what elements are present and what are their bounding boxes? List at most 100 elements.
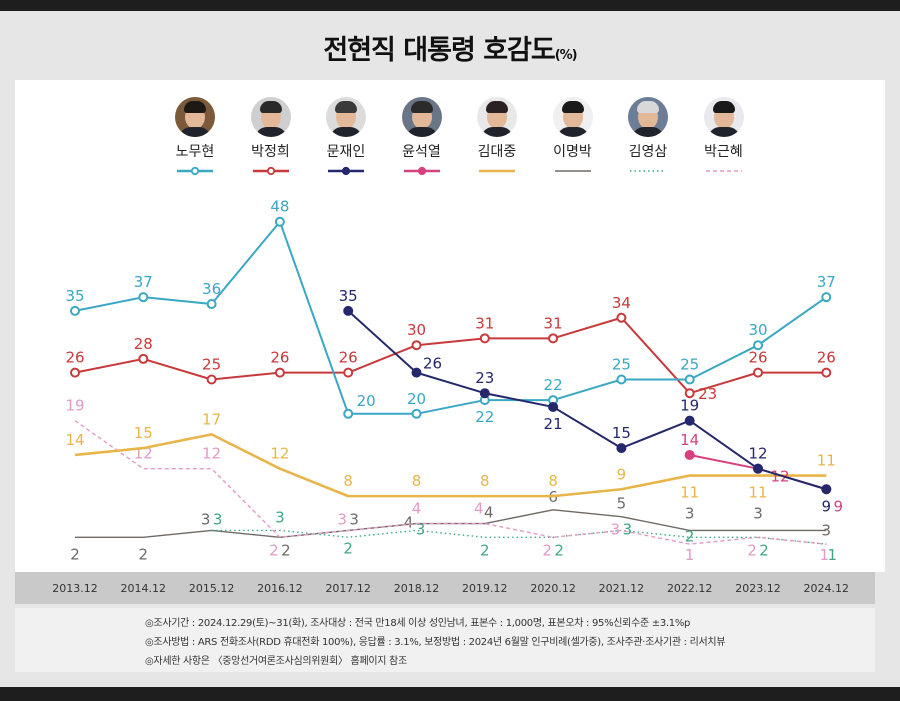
portrait-photo-icon bbox=[250, 97, 291, 137]
data-label: 2 bbox=[139, 545, 149, 563]
data-label: 36 bbox=[202, 280, 221, 298]
chart-panel bbox=[15, 80, 885, 572]
data-label: 3 bbox=[623, 520, 633, 538]
data-label: 37 bbox=[134, 273, 153, 291]
data-label: 11 bbox=[680, 484, 699, 502]
data-label: 2 bbox=[542, 541, 552, 559]
bottom-dark-bar bbox=[0, 687, 900, 701]
x-tick-label: 2015.12 bbox=[189, 582, 235, 595]
legend-item: 박근혜 bbox=[689, 97, 759, 180]
data-label: 26 bbox=[423, 355, 442, 373]
data-label: 26 bbox=[339, 349, 358, 367]
note-survey-period: ◎조사기간 : 2024.12.29(토)~31(화), 조사대상 : 전국 만… bbox=[145, 618, 691, 629]
data-label: 4 bbox=[412, 500, 422, 518]
x-tick-label: 2024.12 bbox=[804, 582, 850, 595]
portrait-photo-icon bbox=[477, 97, 517, 137]
chart-title-text: 전현직 대통령 호감도 bbox=[323, 35, 555, 66]
data-point bbox=[411, 367, 422, 378]
series-line bbox=[347, 310, 827, 491]
data-label: 23 bbox=[698, 385, 717, 403]
data-label: 8 bbox=[343, 472, 353, 490]
data-point bbox=[70, 305, 80, 316]
data-label: 1 bbox=[685, 546, 695, 564]
data-label: 2 bbox=[759, 541, 769, 559]
legend-name: 이명박 bbox=[553, 144, 592, 160]
legend-item: 노무현 bbox=[160, 97, 230, 180]
legend-item: 김영삼 bbox=[613, 97, 683, 180]
data-label: 8 bbox=[412, 472, 422, 490]
data-label: 2 bbox=[343, 539, 353, 557]
data-label: 4 bbox=[404, 514, 414, 532]
data-label: 2 bbox=[554, 541, 564, 559]
data-label: 8 bbox=[548, 472, 558, 490]
data-label: 3 bbox=[753, 504, 763, 522]
data-point bbox=[616, 312, 627, 323]
data-point bbox=[479, 333, 490, 344]
legend-line-swatch bbox=[554, 170, 591, 172]
portrait-photo-icon bbox=[552, 97, 593, 137]
legend-line-swatch bbox=[403, 166, 440, 176]
data-point bbox=[411, 340, 422, 351]
legend-line-swatch bbox=[479, 169, 515, 173]
legend: 노무현 박정희 문재인 윤석열 김대중 이명박 김영삼 박근혜 bbox=[160, 97, 744, 180]
legend-name: 문재인 bbox=[326, 144, 366, 160]
data-point bbox=[343, 367, 354, 378]
top-dark-bar bbox=[0, 0, 900, 11]
data-label: 11 bbox=[817, 452, 836, 470]
legend-name: 박근혜 bbox=[704, 144, 743, 160]
data-label: 5 bbox=[617, 495, 627, 513]
portrait-photo-icon bbox=[175, 97, 215, 137]
data-label: 15 bbox=[612, 424, 631, 442]
data-label: 4 bbox=[484, 504, 494, 522]
data-label: 3 bbox=[685, 504, 695, 522]
data-label: 3 bbox=[416, 520, 426, 538]
x-tick-label: 2017.12 bbox=[325, 582, 371, 595]
note-details: ◎자세한 사항은 〈중앙선거여론조사심의위원회〉 홈페이지 참조 bbox=[145, 656, 407, 667]
x-tick-label: 2014.12 bbox=[121, 582, 167, 595]
data-label: 4 bbox=[474, 500, 484, 518]
data-label: 31 bbox=[544, 314, 563, 332]
data-label: 2 bbox=[480, 541, 490, 559]
portrait-photo-icon bbox=[326, 97, 366, 137]
data-label: 26 bbox=[748, 349, 767, 367]
data-point bbox=[274, 216, 285, 227]
data-label: 3 bbox=[611, 520, 621, 538]
data-label: 35 bbox=[65, 287, 84, 305]
portrait-photo-icon bbox=[628, 97, 668, 137]
data-label: 2 bbox=[281, 541, 291, 559]
x-tick-label: 2022.12 bbox=[667, 582, 713, 595]
legend-marker bbox=[341, 166, 351, 176]
data-point bbox=[684, 449, 695, 460]
data-label: 22 bbox=[544, 376, 563, 394]
data-point bbox=[70, 367, 80, 378]
data-label: 22 bbox=[475, 408, 494, 426]
data-point bbox=[821, 367, 832, 378]
portrait-photo-icon bbox=[703, 97, 744, 137]
data-point bbox=[479, 388, 490, 399]
data-label: 30 bbox=[748, 321, 767, 339]
legend-name: 윤석열 bbox=[402, 144, 441, 160]
data-point bbox=[616, 374, 627, 385]
data-point bbox=[343, 408, 354, 419]
data-label: 9 bbox=[617, 465, 627, 483]
data-label: 1 bbox=[828, 546, 838, 564]
legend-name: 김대중 bbox=[477, 144, 517, 160]
data-label: 17 bbox=[202, 410, 221, 428]
data-label: 37 bbox=[817, 273, 836, 291]
data-label: 35 bbox=[339, 287, 358, 305]
data-label: 2 bbox=[70, 545, 80, 563]
legend-item: 윤석열 bbox=[387, 97, 457, 180]
legend-item: 박정희 bbox=[236, 97, 306, 180]
data-label: 21 bbox=[544, 415, 563, 433]
data-label: 34 bbox=[612, 294, 631, 312]
data-label: 1 bbox=[820, 546, 830, 564]
x-tick-label: 2018.12 bbox=[394, 582, 440, 595]
data-point bbox=[684, 388, 695, 399]
legend-line-swatch bbox=[328, 166, 364, 176]
legend-line-swatch bbox=[252, 166, 289, 176]
data-point bbox=[206, 299, 217, 310]
legend-marker bbox=[190, 166, 200, 176]
data-point bbox=[274, 367, 285, 378]
data-label: 8 bbox=[480, 472, 490, 490]
